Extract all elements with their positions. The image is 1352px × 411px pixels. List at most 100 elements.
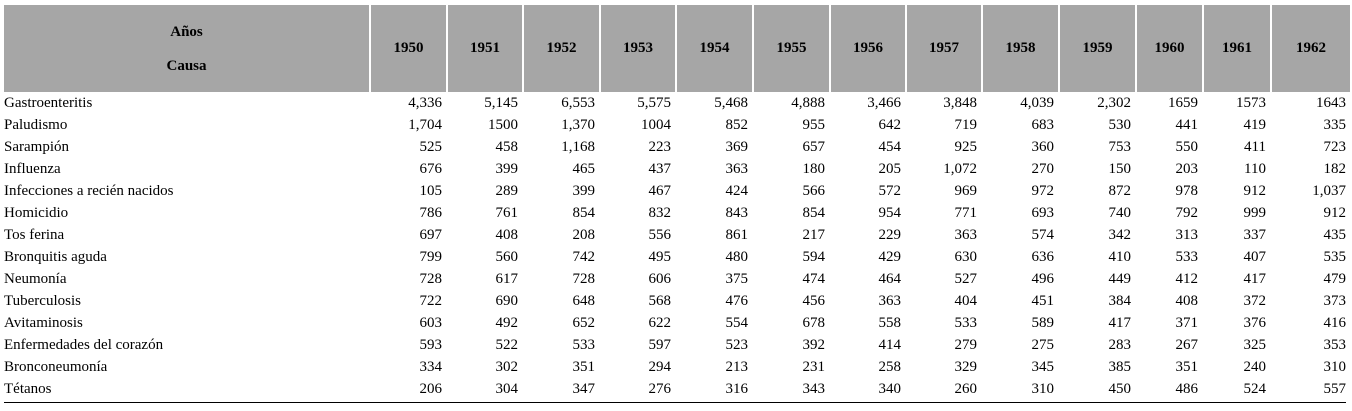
value-cell: 411 — [1244, 139, 1266, 155]
value-cell: 458 — [495, 139, 519, 155]
value-cell: 912 — [1243, 183, 1267, 199]
cause-cell: Gastroenteritis — [4, 95, 93, 111]
value-cell: 603 — [419, 315, 443, 331]
value-cell: 347 — [572, 381, 596, 397]
value-cell: 1,168 — [561, 139, 595, 155]
value-cell: 465 — [572, 161, 596, 177]
value-cell: 412 — [1175, 271, 1199, 287]
table-row: Neumonía 728 617 728 606 375 474 464 527 496 449 41… — [4, 268, 1350, 290]
value-cell: 652 — [572, 315, 596, 331]
header-row: Años Causa 1950 1951 1952 1953 1954 1955 1956 1… — [4, 5, 1350, 92]
cause-cell: Bronconeumonía — [4, 359, 108, 375]
value-cell: 208 — [572, 227, 596, 243]
value-cell: 429 — [878, 249, 902, 265]
value-cell: 1,370 — [561, 117, 595, 133]
value-cell: 955 — [802, 117, 826, 133]
value-cell: 854 — [802, 205, 826, 221]
value-cell: 275 — [1031, 337, 1055, 353]
value-cell: 589 — [1031, 315, 1055, 331]
table-row: Bronquitis aguda 799 560 742 495 480 594 429 630… — [4, 246, 1350, 268]
value-cell: 450 — [1108, 381, 1132, 397]
value-cell: 728 — [572, 271, 596, 287]
value-cell: 678 — [802, 315, 826, 331]
table-row: Tos ferina 697 408 208 556 861 217 229 363 574 342… — [4, 224, 1350, 246]
value-cell: 110 — [1244, 161, 1266, 177]
value-cell: 630 — [954, 249, 978, 265]
value-cell: 636 — [1031, 249, 1055, 265]
value-cell: 978 — [1175, 183, 1199, 199]
value-cell: 568 — [648, 293, 672, 309]
value-cell: 304 — [495, 381, 519, 397]
value-cell: 150 — [1108, 161, 1132, 177]
year-header: 1959 — [1060, 5, 1135, 92]
value-cell: 556 — [648, 227, 672, 243]
value-cell: 854 — [572, 205, 596, 221]
value-cell: 771 — [954, 205, 978, 221]
value-cell: 205 — [878, 161, 902, 177]
value-cell: 533 — [572, 337, 596, 353]
value-cell: 276 — [648, 381, 672, 397]
value-cell: 213 — [725, 359, 749, 375]
value-cell: 294 — [648, 359, 672, 375]
value-cell: 852 — [725, 117, 749, 133]
value-cell: 408 — [1175, 293, 1199, 309]
value-cell: 410 — [1108, 249, 1132, 265]
value-cell: 606 — [648, 271, 672, 287]
value-cell: 523 — [725, 337, 749, 353]
value-cell: 872 — [1108, 183, 1132, 199]
value-cell: 223 — [648, 139, 672, 155]
value-cell: 572 — [878, 183, 902, 199]
corner-header: Años Causa — [4, 5, 369, 92]
value-cell: 474 — [802, 271, 826, 287]
value-cell: 792 — [1175, 205, 1199, 221]
cause-cell: Paludismo — [4, 117, 68, 133]
value-cell: 533 — [954, 315, 978, 331]
value-cell: 279 — [954, 337, 978, 353]
value-cell: 316 — [725, 381, 749, 397]
value-cell: 683 — [1031, 117, 1055, 133]
value-cell: 799 — [419, 249, 443, 265]
value-cell: 676 — [419, 161, 443, 177]
value-cell: 2,302 — [1097, 95, 1131, 111]
value-cell: 480 — [725, 249, 749, 265]
table-row: Enfermedades del corazón 593 522 533 597 523 3… — [4, 334, 1350, 356]
value-cell: 557 — [1323, 381, 1347, 397]
year-header: 1956 — [831, 5, 905, 92]
value-cell: 231 — [802, 359, 826, 375]
value-cell: 648 — [572, 293, 596, 309]
value-cell: 351 — [572, 359, 596, 375]
value-cell: 1573 — [1236, 95, 1266, 111]
year-header: 1953 — [601, 5, 675, 92]
value-cell: 574 — [1031, 227, 1055, 243]
value-cell: 6,553 — [561, 95, 595, 111]
value-cell: 240 — [1243, 359, 1267, 375]
year-header: 1961 — [1204, 5, 1270, 92]
table-row: Sarampión 525 458 1,168 223 369 657 454 925 360 75… — [4, 136, 1350, 158]
value-cell: 424 — [725, 183, 749, 199]
value-cell: 182 — [1323, 161, 1347, 177]
cause-cell: Homicidio — [4, 205, 69, 221]
value-cell: 437 — [648, 161, 672, 177]
value-cell: 260 — [954, 381, 978, 397]
table-row: Bronconeumonía 334 302 351 294 213 231 258 329 34… — [4, 356, 1350, 378]
value-cell: 476 — [725, 293, 749, 309]
cause-cell: Enfermedades del corazón — [4, 337, 164, 353]
value-cell: 456 — [802, 293, 826, 309]
value-cell: 454 — [878, 139, 902, 155]
value-cell: 371 — [1175, 315, 1199, 331]
value-cell: 310 — [1031, 381, 1055, 397]
value-cell: 761 — [495, 205, 519, 221]
value-cell: 3,466 — [867, 95, 901, 111]
value-cell: 343 — [802, 381, 826, 397]
table-row: Influenza 676 399 465 437 363 180 205 1,072 270 15… — [4, 158, 1350, 180]
value-cell: 449 — [1108, 271, 1132, 287]
value-cell: 912 — [1323, 205, 1347, 221]
value-cell: 325 — [1243, 337, 1267, 353]
value-cell: 399 — [495, 161, 519, 177]
value-cell: 693 — [1031, 205, 1055, 221]
value-cell: 203 — [1175, 161, 1199, 177]
value-cell: 407 — [1243, 249, 1267, 265]
value-cell: 313 — [1175, 227, 1199, 243]
value-cell: 1,072 — [943, 161, 977, 177]
value-cell: 558 — [878, 315, 902, 331]
